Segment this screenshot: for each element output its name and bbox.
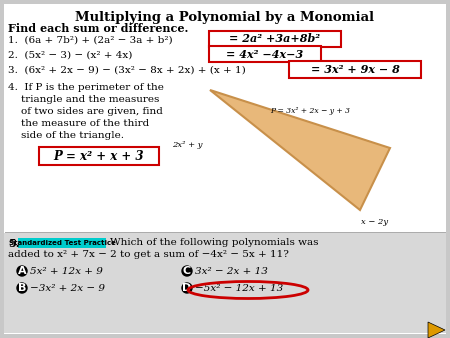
Text: D: D (182, 283, 192, 293)
Circle shape (182, 266, 192, 276)
Text: C: C (183, 266, 191, 276)
Circle shape (182, 283, 192, 293)
Text: added to x² + 7x − 2 to get a sum of −4x² − 5x + 11?: added to x² + 7x − 2 to get a sum of −4x… (8, 250, 289, 259)
Text: of two sides are given, find: of two sides are given, find (8, 107, 163, 116)
FancyBboxPatch shape (209, 31, 341, 47)
Text: 2.  (5x² − 3) − (x² + 4x): 2. (5x² − 3) − (x² + 4x) (8, 51, 132, 60)
Circle shape (17, 266, 27, 276)
FancyBboxPatch shape (39, 147, 159, 165)
FancyBboxPatch shape (4, 4, 446, 334)
Text: = 2a² +3a+8b²: = 2a² +3a+8b² (230, 33, 320, 45)
FancyBboxPatch shape (209, 46, 321, 62)
Text: triangle and the measures: triangle and the measures (8, 95, 159, 104)
Text: side of the triangle.: side of the triangle. (8, 131, 124, 140)
Text: −3x² + 2x − 9: −3x² + 2x − 9 (30, 284, 105, 293)
Text: Standardized Test Practice: Standardized Test Practice (9, 240, 116, 246)
Text: P = x² + x + 3: P = x² + x + 3 (54, 149, 144, 163)
Text: 4.  If P is the perimeter of the: 4. If P is the perimeter of the (8, 83, 164, 92)
FancyBboxPatch shape (289, 61, 421, 78)
Text: A: A (18, 266, 26, 276)
Text: 2x² + y: 2x² + y (172, 141, 203, 149)
Text: 3.  (6x² + 2x − 9) − (3x² − 8x + 2x) + (x + 1): 3. (6x² + 2x − 9) − (3x² − 8x + 2x) + (x… (8, 66, 246, 75)
Text: 3x² − 2x + 13: 3x² − 2x + 13 (195, 267, 268, 276)
Text: 1.  (6a + 7b²) + (2a² − 3a + b²): 1. (6a + 7b²) + (2a² − 3a + b²) (8, 36, 173, 45)
Text: P = 3x² + 2x − y + 3: P = 3x² + 2x − y + 3 (270, 107, 350, 115)
Polygon shape (428, 322, 445, 338)
Text: B: B (18, 283, 26, 293)
Text: x − 2y: x − 2y (361, 218, 388, 226)
Text: Find each sum or difference.: Find each sum or difference. (8, 23, 189, 34)
Text: the measure of the third: the measure of the third (8, 119, 149, 128)
Polygon shape (210, 90, 390, 210)
Circle shape (17, 283, 27, 293)
Text: 5x² + 12x + 9: 5x² + 12x + 9 (30, 267, 103, 276)
Text: −5x² − 12x + 13: −5x² − 12x + 13 (195, 284, 283, 293)
Text: Multiplying a Polynomial by a Monomial: Multiplying a Polynomial by a Monomial (76, 11, 374, 24)
Text: Which of the following polynomials was: Which of the following polynomials was (110, 238, 319, 247)
Text: = 4x² −4x−3: = 4x² −4x−3 (226, 48, 304, 59)
Text: 5.: 5. (8, 238, 20, 249)
FancyBboxPatch shape (4, 233, 446, 333)
FancyBboxPatch shape (18, 238, 106, 248)
Text: = 3x² + 9x − 8: = 3x² + 9x − 8 (310, 64, 400, 75)
